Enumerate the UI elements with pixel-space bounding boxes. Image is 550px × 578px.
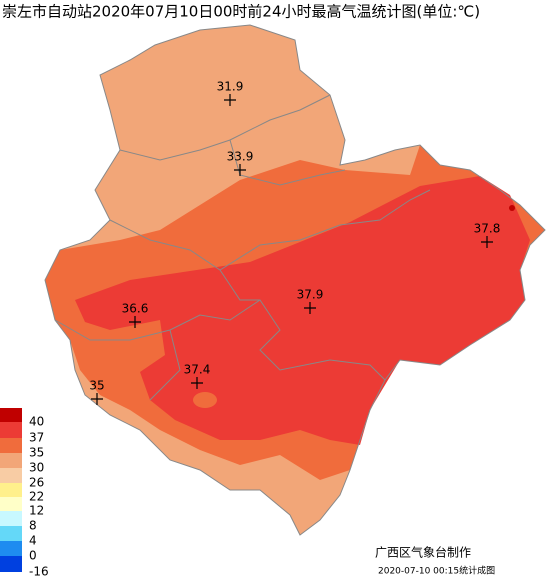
station-marker	[234, 164, 246, 176]
cool-spot	[193, 392, 217, 408]
legend-label: 37	[29, 431, 44, 445]
legend-swatch	[0, 541, 22, 556]
province-outline	[44, 24, 546, 536]
station-marker	[481, 236, 493, 248]
station-marker	[191, 377, 203, 389]
county-border	[149, 329, 181, 401]
legend-label: 22	[29, 490, 44, 504]
station-marker	[91, 393, 103, 405]
station-value: 37.4	[184, 363, 211, 377]
hot-spot	[509, 205, 515, 211]
legend-swatch	[0, 526, 22, 541]
stations: 31.9 33.9 37.8 37.9 36.6 37.4 35	[89, 80, 501, 405]
station-marker	[129, 316, 141, 328]
legend-swatch	[0, 556, 22, 572]
legend-label: 12	[29, 504, 44, 518]
temperature-map	[44, 24, 546, 536]
legend-swatch	[0, 408, 22, 422]
map-title: 崇左市自动站2020年07月10日00时前24小时最高气温统计图(单位:℃)	[2, 3, 480, 21]
legend-swatch	[0, 453, 22, 468]
timestamp: 2020-07-10 00:15统计成图	[378, 565, 495, 577]
station-value: 31.9	[217, 80, 244, 94]
station-marker	[304, 302, 316, 314]
station-value: 33.9	[227, 150, 254, 164]
agency: 广西区气象台制作	[375, 545, 471, 560]
county-border	[229, 139, 346, 186]
region-37-40	[75, 176, 530, 445]
legend-label: 26	[29, 476, 44, 490]
legend-label: 8	[29, 519, 37, 533]
county-border	[219, 269, 386, 381]
legend-label: 30	[29, 461, 44, 475]
station-value: 35	[89, 379, 104, 393]
station-marker	[224, 94, 236, 106]
legend-label: 0	[29, 549, 37, 563]
legend-label: -16	[29, 565, 49, 578]
legend-label: 35	[29, 446, 44, 460]
station-value: 37.8	[474, 222, 501, 236]
station-value: 37.9	[297, 288, 324, 302]
legend	[0, 408, 22, 572]
legend-swatch	[0, 511, 22, 526]
county-border	[109, 189, 431, 271]
legend-label: 40	[29, 415, 44, 429]
legend-swatch	[0, 497, 22, 511]
legend-label: 4	[29, 534, 37, 548]
station-value: 36.6	[122, 302, 149, 316]
legend-swatch	[0, 438, 22, 453]
legend-swatch	[0, 468, 22, 483]
legend-swatch	[0, 422, 22, 438]
legend-swatch	[0, 483, 22, 497]
